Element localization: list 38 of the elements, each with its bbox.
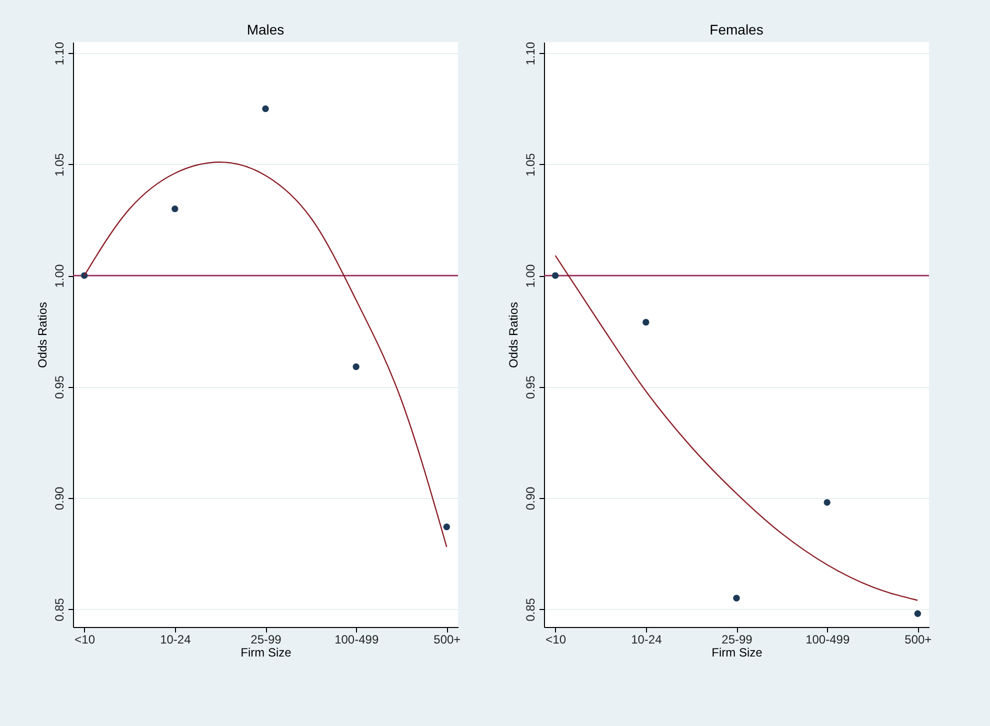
point — [262, 105, 269, 112]
y-tick-label: 0.90 — [524, 486, 538, 510]
y-axis-title: Odds Ratios — [506, 302, 520, 368]
y-axis-title: Odds Ratios — [36, 302, 50, 368]
line-series — [554, 254, 918, 601]
x-tick-label: 100-499 — [806, 632, 850, 646]
y-tick-label: 1.00 — [524, 264, 538, 288]
point — [172, 205, 178, 212]
x-tick-label: 25-99 — [722, 632, 753, 646]
point — [642, 318, 650, 326]
point — [914, 610, 922, 617]
chart-title: Males — [246, 21, 284, 38]
point — [733, 594, 740, 602]
x-tick-label: <10 — [74, 632, 96, 646]
y-tick-label: 1.05 — [52, 152, 66, 177]
x-axis-title: Firm Size — [712, 646, 763, 660]
y-tick-label: 0.90 — [52, 486, 66, 510]
x-tick-label: 10-24 — [160, 632, 192, 646]
y-tick-label: 1.10 — [52, 42, 66, 66]
y-tick-label: 1.10 — [524, 42, 538, 66]
y-tick-label: 1.05 — [524, 152, 538, 177]
point — [352, 363, 360, 370]
x-tick-label: <10 — [546, 632, 566, 646]
x-tick-label: 25-99 — [250, 632, 282, 646]
x-tick-label: 500+ — [434, 632, 461, 646]
chart-title: Females — [710, 21, 764, 38]
x-tick-label: 100-499 — [334, 632, 379, 646]
y-tick-label: 0.85 — [524, 598, 538, 622]
y-tick-label: 1.00 — [52, 264, 66, 288]
x-tick-label: 10-24 — [631, 632, 662, 646]
y-tick-label: 0.95 — [52, 375, 66, 399]
x-tick-label: 500+ — [904, 632, 932, 646]
x-axis-title: Firm Size — [240, 646, 292, 660]
y-tick-label: 0.95 — [524, 375, 538, 399]
point — [824, 499, 830, 506]
y-tick-label: 0.85 — [52, 598, 66, 622]
point — [443, 524, 450, 530]
point — [552, 272, 559, 279]
